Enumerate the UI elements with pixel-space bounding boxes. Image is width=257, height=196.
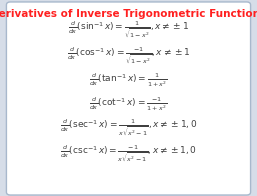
- Text: $\frac{d}{dx}\left(\cos^{-1}x\right)=\frac{-1}{\sqrt{1-x^2}},x\neq\pm 1$: $\frac{d}{dx}\left(\cos^{-1}x\right)=\fr…: [67, 45, 190, 67]
- Text: $\frac{d}{dx}\left(\tan^{-1}x\right)=\frac{1}{1+x^2}$: $\frac{d}{dx}\left(\tan^{-1}x\right)=\fr…: [89, 72, 168, 89]
- Text: $\frac{d}{dx}\left(\csc^{-1}x\right)=\frac{-1}{x\sqrt{x^2-1}},x\neq\pm 1,0$: $\frac{d}{dx}\left(\csc^{-1}x\right)=\fr…: [60, 143, 197, 165]
- FancyBboxPatch shape: [6, 2, 251, 195]
- Text: $\frac{d}{dx}\left(\sec^{-1}x\right)=\frac{1}{x\sqrt{x^2-1}},x\neq\pm 1,0$: $\frac{d}{dx}\left(\sec^{-1}x\right)=\fr…: [60, 118, 197, 139]
- Text: $\frac{d}{dx}\left(\cot^{-1}x\right)=\frac{-1}{1+x^2}$: $\frac{d}{dx}\left(\cot^{-1}x\right)=\fr…: [89, 95, 168, 113]
- Text: $\frac{d}{dx}\left(\sin^{-1}x\right)=\frac{1}{\sqrt{1-x^2}},x\neq\pm 1$: $\frac{d}{dx}\left(\sin^{-1}x\right)=\fr…: [68, 20, 189, 41]
- Text: Derivatives of Inverse Trigonometric Functions: Derivatives of Inverse Trigonometric Fun…: [0, 9, 257, 19]
